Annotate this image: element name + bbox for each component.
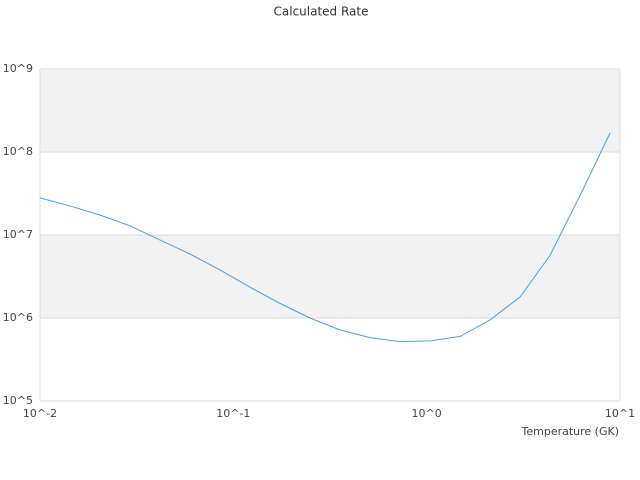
x-tick-label: 10^-2: [23, 407, 57, 420]
data-line: [39, 132, 611, 343]
x-tick-label: 10^-1: [216, 407, 250, 420]
grid-band: [40, 235, 620, 318]
y-tick-label: 10^6: [3, 311, 33, 324]
y-tick-label: 10^9: [3, 62, 33, 75]
grid-band: [40, 69, 620, 152]
y-tick-label: 10^8: [3, 145, 33, 158]
chart-title: Calculated Rate: [274, 5, 369, 19]
x-axis-label: Temperature (GK): [521, 425, 620, 438]
y-tick-label: 10^7: [3, 228, 33, 241]
y-tick-label: 10^5: [3, 394, 33, 407]
x-tick-label: 10^0: [412, 407, 442, 420]
x-tick-label: 10^1: [605, 407, 635, 420]
